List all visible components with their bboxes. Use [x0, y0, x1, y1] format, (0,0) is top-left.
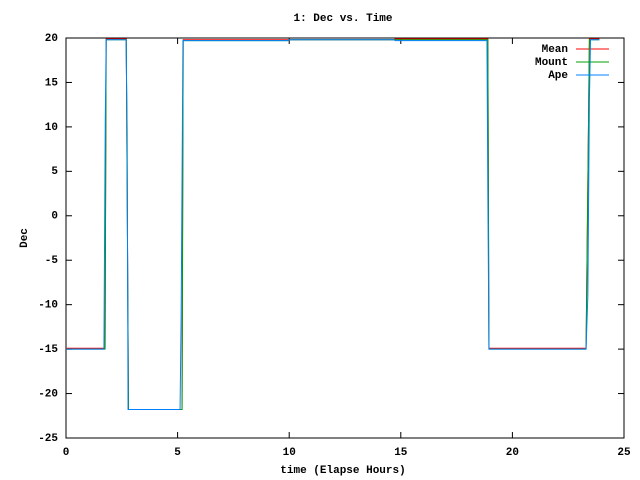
y-tick-label: -10 [38, 300, 58, 312]
x-tick-label: 10 [283, 447, 296, 459]
y-tick-label: -25 [38, 433, 58, 445]
y-tick-label: -5 [45, 255, 59, 267]
y-tick-label: 5 [51, 166, 58, 178]
y-tick-label: 20 [45, 33, 58, 45]
legend-label: Ape [548, 70, 568, 82]
legend-label: Mean [542, 44, 568, 56]
plot-frame [65, 37, 625, 439]
x-axis-label: time (Elapse Hours) [280, 465, 405, 477]
y-tick-label: -20 [38, 388, 58, 400]
y-axis-label: Dec [19, 228, 31, 248]
legend-label: Mount [535, 57, 568, 69]
series-line [66, 39, 600, 411]
x-tick-label: 0 [63, 447, 70, 459]
y-tick-label: -15 [38, 344, 58, 356]
series-line [66, 38, 600, 411]
x-tick-label: 5 [174, 447, 181, 459]
y-tick-label: 15 [45, 77, 59, 89]
series-line [66, 39, 600, 411]
y-tick-label: 0 [51, 211, 58, 223]
chart-title: 1: Dec vs. Time [293, 13, 392, 25]
x-tick-label: 20 [506, 447, 519, 459]
x-tick-label: 25 [617, 447, 631, 459]
y-tick-label: 10 [45, 122, 58, 134]
x-tick-label: 15 [394, 447, 408, 459]
